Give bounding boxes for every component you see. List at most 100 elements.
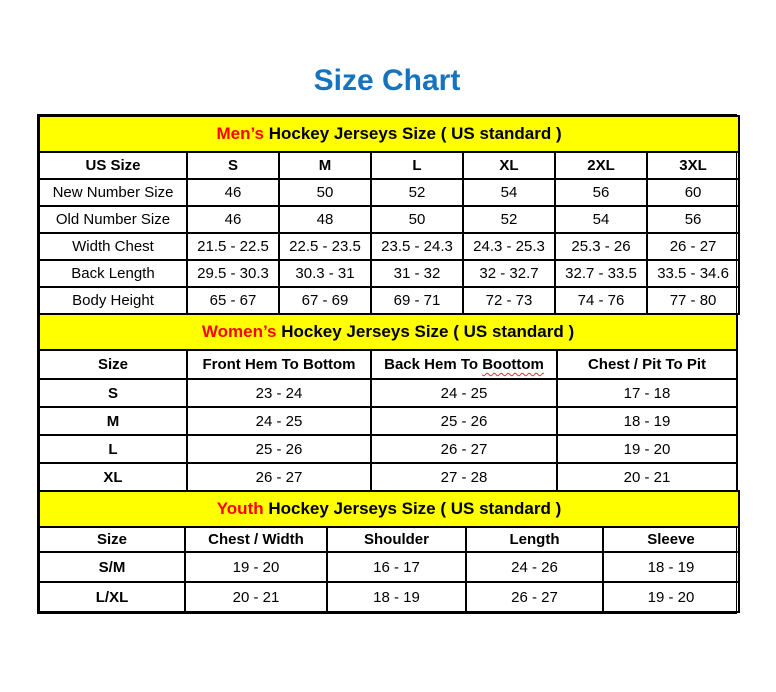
size-value: 21.5 - 22.5 bbox=[186, 232, 280, 261]
size-value: 32.7 - 33.5 bbox=[554, 259, 648, 288]
column-header: S bbox=[186, 151, 280, 180]
size-value: 22.5 - 23.5 bbox=[278, 232, 372, 261]
mens-banner-highlight: Men’s bbox=[216, 124, 264, 143]
size-value: 25 - 26 bbox=[370, 406, 558, 436]
size-value: 26 - 27 bbox=[370, 434, 558, 464]
youth-banner-text: Hockey Jerseys Size ( US standard ) bbox=[263, 499, 562, 518]
column-header: Size bbox=[38, 526, 186, 553]
size-value: 74 - 76 bbox=[554, 286, 648, 315]
table-row: XL 26 - 27 27 - 28 20 - 21 bbox=[38, 462, 739, 492]
size-value: 30.3 - 31 bbox=[278, 259, 372, 288]
mens-table-banner: Men’s Hockey Jerseys Size ( US standard … bbox=[37, 115, 741, 153]
row-label: New Number Size bbox=[38, 178, 188, 207]
column-header: Sleeve bbox=[602, 526, 740, 553]
column-header: US Size bbox=[38, 151, 188, 180]
table-row: S 23 - 24 24 - 25 17 - 18 bbox=[38, 378, 739, 408]
size-value: 23 - 24 bbox=[186, 378, 372, 408]
column-header: Size bbox=[38, 349, 188, 380]
row-label: XL bbox=[38, 462, 188, 492]
table-row: L/XL 20 - 21 18 - 19 26 - 27 19 - 20 bbox=[38, 581, 740, 613]
row-label: S bbox=[38, 378, 188, 408]
column-header: XL bbox=[462, 151, 556, 180]
womens-header-row: Size Front Hem To Bottom Back Hem To Boo… bbox=[38, 349, 739, 380]
size-value: 19 - 20 bbox=[184, 551, 328, 583]
size-value: 72 - 73 bbox=[462, 286, 556, 315]
size-value: 56 bbox=[645, 205, 741, 234]
column-header: Front Hem To Bottom bbox=[186, 349, 372, 380]
column-header: Length bbox=[465, 526, 604, 553]
size-value: 56 bbox=[554, 178, 648, 207]
column-header: Chest / Pit To Pit bbox=[555, 349, 739, 380]
size-value: 23.5 - 24.3 bbox=[370, 232, 464, 261]
row-label: S/M bbox=[38, 551, 186, 583]
size-value: 32 - 32.7 bbox=[462, 259, 556, 288]
size-value: 69 - 71 bbox=[370, 286, 464, 315]
womens-size-table: Women’s Hockey Jerseys Size ( US standar… bbox=[37, 313, 739, 492]
table-row: Width Chest 21.5 - 22.5 22.5 - 23.5 23.5… bbox=[38, 232, 741, 261]
row-label: Width Chest bbox=[38, 232, 188, 261]
size-tables: Men’s Hockey Jerseys Size ( US standard … bbox=[37, 114, 741, 614]
table-row: Body Height 65 - 67 67 - 69 69 - 71 72 -… bbox=[38, 286, 741, 315]
table-row: S/M 19 - 20 16 - 17 24 - 26 18 - 19 bbox=[38, 551, 740, 583]
size-value: 27 - 28 bbox=[370, 462, 558, 492]
table-row: M 24 - 25 25 - 26 18 - 19 bbox=[38, 406, 739, 436]
row-label: L bbox=[38, 434, 188, 464]
size-value: 48 bbox=[278, 205, 372, 234]
size-value: 24 - 25 bbox=[370, 378, 558, 408]
size-value: 52 bbox=[370, 178, 464, 207]
womens-banner-highlight: Women’s bbox=[201, 322, 277, 341]
size-value: 26 - 27 bbox=[186, 462, 372, 492]
column-header: Chest / Width bbox=[184, 526, 328, 553]
size-value: 25 - 26 bbox=[186, 434, 372, 464]
size-value: 46 bbox=[186, 205, 280, 234]
row-label: Body Height bbox=[38, 286, 188, 315]
table-row: L 25 - 26 26 - 27 19 - 20 bbox=[38, 434, 739, 464]
column-header: Shoulder bbox=[326, 526, 467, 553]
size-value: 24 - 25 bbox=[186, 406, 372, 436]
column-header-text: Back Hem To bbox=[384, 356, 483, 373]
table-row: Back Length 29.5 - 30.3 30.3 - 31 31 - 3… bbox=[38, 259, 741, 288]
column-header: L bbox=[370, 151, 464, 180]
size-value: 17 - 18 bbox=[555, 378, 739, 408]
table-row: New Number Size 46 50 52 54 56 60 bbox=[38, 178, 741, 207]
womens-banner-text: Hockey Jerseys Size ( US standard ) bbox=[276, 322, 575, 341]
row-label: L/XL bbox=[38, 581, 186, 613]
size-value: 46 bbox=[186, 178, 280, 207]
size-value: 20 - 21 bbox=[184, 581, 328, 613]
womens-banner-row: Women’s Hockey Jerseys Size ( US standar… bbox=[37, 313, 739, 351]
size-value: 18 - 19 bbox=[602, 551, 740, 583]
column-header-misspelled: Back Hem To Boottom bbox=[370, 349, 558, 380]
size-value: 25.3 - 26 bbox=[554, 232, 648, 261]
spellcheck-squiggle-word: Boottom bbox=[482, 356, 544, 373]
youth-banner-highlight: Youth bbox=[216, 499, 264, 518]
youth-header-row: Size Chest / Width Shoulder Length Sleev… bbox=[38, 526, 740, 553]
size-value: 26 - 27 bbox=[465, 581, 604, 613]
size-value: 54 bbox=[554, 205, 648, 234]
column-header: M bbox=[278, 151, 372, 180]
size-value: 54 bbox=[462, 178, 556, 207]
mens-size-table: Men’s Hockey Jerseys Size ( US standard … bbox=[37, 115, 741, 315]
size-value: 18 - 19 bbox=[326, 581, 467, 613]
size-value: 65 - 67 bbox=[186, 286, 280, 315]
youth-size-table: Youth Hockey Jerseys Size ( US standard … bbox=[38, 490, 740, 613]
size-value: 18 - 19 bbox=[555, 406, 739, 436]
mens-banner-text: Hockey Jerseys Size ( US standard ) bbox=[264, 124, 562, 143]
size-value: 20 - 21 bbox=[555, 462, 739, 492]
size-value: 52 bbox=[462, 205, 556, 234]
size-value: 29.5 - 30.3 bbox=[186, 259, 280, 288]
table-row: Old Number Size 46 48 50 52 54 56 bbox=[38, 205, 741, 234]
womens-table-banner: Women’s Hockey Jerseys Size ( US standar… bbox=[37, 313, 739, 351]
size-value: 50 bbox=[278, 178, 372, 207]
row-label: M bbox=[38, 406, 188, 436]
youth-table-banner: Youth Hockey Jerseys Size ( US standard … bbox=[38, 490, 740, 528]
size-value: 50 bbox=[370, 205, 464, 234]
page-title: Size Chart bbox=[313, 64, 461, 97]
mens-header-row: US Size S M L XL 2XL 3XL bbox=[38, 151, 741, 180]
size-value: 16 - 17 bbox=[326, 551, 467, 583]
column-header: 2XL bbox=[554, 151, 648, 180]
row-label: Back Length bbox=[38, 259, 188, 288]
size-value: 60 bbox=[645, 178, 741, 207]
size-value: 31 - 32 bbox=[370, 259, 464, 288]
size-value: 19 - 20 bbox=[555, 434, 739, 464]
